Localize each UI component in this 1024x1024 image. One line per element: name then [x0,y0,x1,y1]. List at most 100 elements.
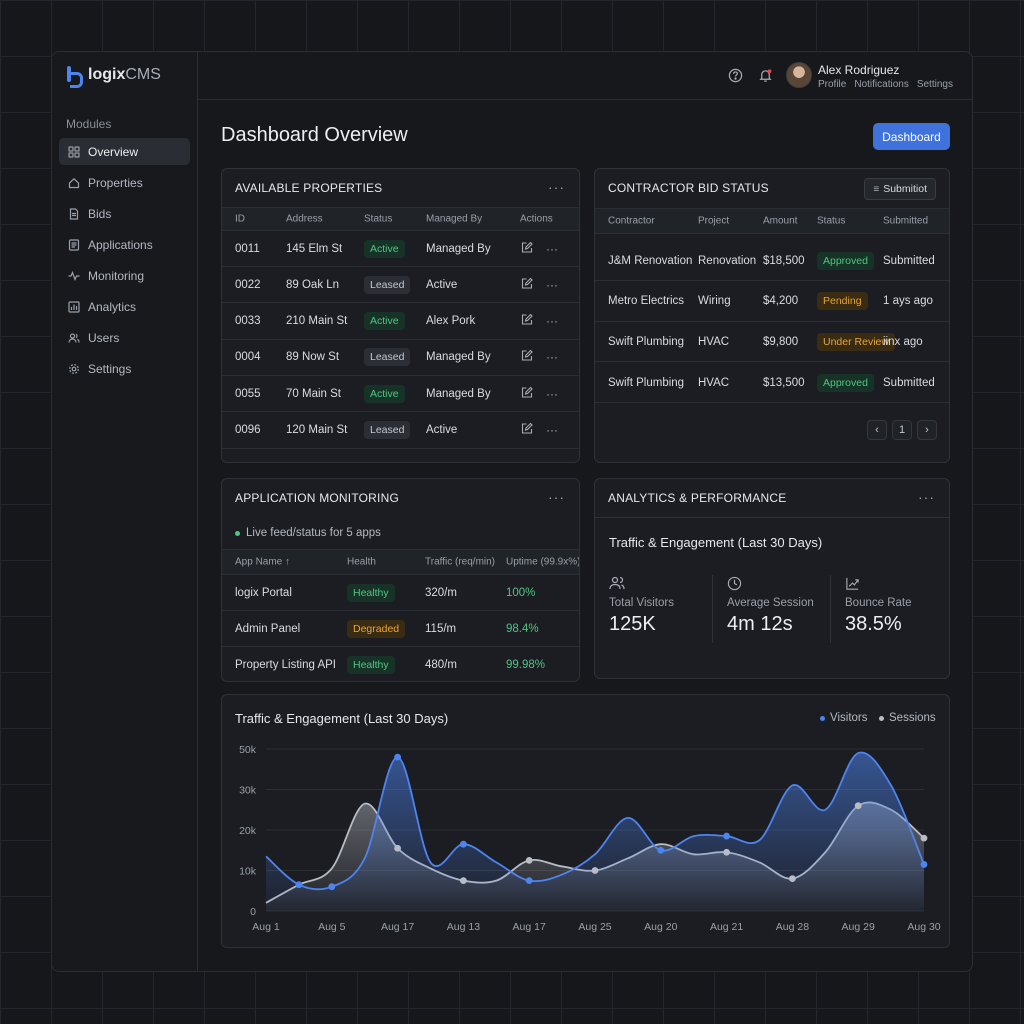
more-icon[interactable]: ··· [546,241,558,256]
legend-visitors[interactable]: Visitors [820,712,868,724]
visitors-point[interactable] [460,840,467,848]
cell-contractor: Swift Plumbing [608,335,685,348]
sidebar-item-settings[interactable]: Settings [59,355,190,382]
more-icon[interactable]: ··· [548,179,565,195]
sessions-point[interactable] [591,867,599,874]
table-row[interactable]: Admin Panel Degraded 115/m 98.4% [222,611,579,648]
sessions-point[interactable] [920,834,928,842]
sidebar-item-users[interactable]: Users [59,324,190,351]
app-logo[interactable]: logixCMS [66,66,161,88]
sidebar-item-bids[interactable]: Bids [59,200,190,227]
table-row[interactable]: 0033 210 Main St Active Alex Pork ··· [222,304,579,340]
pager-page-1[interactable]: 1 [892,420,912,440]
table-row[interactable]: Swift Plumbing HVAC $13,500 Approved Submitt… [595,363,949,404]
table-row[interactable]: 0055 70 Main St Active Managed By ··· [222,376,579,413]
cell-submitted: iinx ago [883,335,923,348]
edit-icon[interactable] [521,241,533,256]
status-badge: Pending [817,292,868,311]
cell-app-name: Admin Panel [235,622,301,635]
table-row[interactable]: 0096 120 Main St Leased Active ··· [222,413,579,449]
sidebar-item-analytics[interactable]: Analytics [59,293,190,320]
help-icon[interactable] [727,67,743,83]
table-row[interactable]: Property Listing API Healthy 480/m 99.98% [222,648,579,681]
more-icon[interactable]: ··· [546,423,558,437]
more-icon[interactable]: ··· [918,489,935,505]
more-icon[interactable]: ··· [546,386,558,401]
sessions-point[interactable] [525,856,533,864]
visitors-point[interactable] [723,832,730,840]
cell-project: HVAC [698,376,730,389]
visitors-point[interactable] [394,753,401,761]
cell-address: 89 Oak Ln [286,278,340,291]
status-badge: Under Review [817,332,895,351]
bell-icon[interactable] [757,67,773,83]
table-row[interactable]: 0004 89 Now St Leased Managed By ··· [222,340,579,376]
sidebar-item-overview[interactable]: Overview [59,138,190,165]
edit-icon[interactable] [521,350,533,365]
table-row[interactable]: Swift Plumbing HVAC $9,800 Under Review iinx… [595,322,949,363]
sessions-point[interactable] [723,848,730,856]
pager-next-button[interactable]: › [917,420,937,440]
card-title: AVAILABLE PROPERTIES [235,181,383,195]
table-row[interactable]: 0011 145 Elm St Active Managed By ··· [222,231,579,267]
legend-sessions[interactable]: Sessions [879,712,936,724]
sidebar-nav: Overview Properties Bids Applications Mo… [59,138,190,386]
edit-icon[interactable] [521,422,533,438]
edit-icon[interactable] [521,386,533,401]
pager-prev-button[interactable]: ‹ [867,420,887,440]
settings-link[interactable]: Settings [916,79,953,90]
sessions-point[interactable] [460,877,467,885]
edit-icon[interactable] [521,313,533,329]
cell-amount: $9,800 [763,335,799,348]
col-id: ID [235,213,245,225]
cell-id: 0022 [235,278,261,291]
table-header: ID Address Status Managed By Actions [222,207,579,231]
sidebar-item-label: Analytics [88,299,137,314]
users-icon [68,332,80,344]
sidebar-item-monitoring[interactable]: Monitoring [59,262,190,289]
sessions-point[interactable] [854,802,862,810]
y-tick-label: 0 [250,906,256,918]
list-icon [68,238,80,251]
sidebar-item-label: Bids [88,206,112,221]
more-icon[interactable]: ··· [546,350,558,365]
col-status: Status [817,215,846,227]
x-tick-label: Aug 25 [578,921,611,933]
visitors-point[interactable] [525,877,533,885]
more-icon[interactable]: ··· [548,489,565,505]
card-title: CONTRACTOR BID STATUS [608,181,769,195]
visitors-point[interactable] [657,846,665,854]
sidebar-item-properties[interactable]: Properties [59,169,190,196]
cell-amount: $4,200 [763,295,799,308]
table-row[interactable]: 0022 89 Oak Ln Leased Active ··· [222,267,579,304]
y-tick-label: 30k [239,785,257,797]
sessions-point[interactable] [789,875,796,882]
col-app-name[interactable]: App Name ↑ [235,556,291,568]
more-icon[interactable]: ··· [546,314,558,329]
cell-project: HVAC [698,335,730,348]
cell-contractor: J&M Renovation [608,254,693,267]
sidebar-item-applications[interactable]: Applications [59,231,190,258]
col-health: Health [347,556,376,568]
cell-address: 89 Now St [286,351,340,364]
edit-icon[interactable] [521,277,533,292]
cell-submitted: Submitted [883,254,935,267]
status-badge: Active [364,312,405,331]
table-row[interactable]: logix Portal Healthy 320/m 100% [222,575,579,611]
visitors-point[interactable] [295,881,303,889]
sessions-point[interactable] [394,844,401,852]
submit-button[interactable]: ≡ Submitiot [864,178,936,200]
visitors-point[interactable] [328,883,336,891]
cell-managed-by: Managed By [426,242,491,255]
dashboard-button[interactable]: Dashboard [873,123,950,150]
table-row[interactable]: Metro Electrics Wiring $4,200 Pending 1 ays … [595,282,949,322]
notifications-link[interactable]: Notifications [854,79,909,90]
cell-traffic: 320/m [425,586,457,599]
more-icon[interactable]: ··· [546,277,558,292]
table-row[interactable]: J&M Renovation Renovation $18,500 Approved S… [595,241,949,281]
visitors-point[interactable] [920,861,928,868]
profile-link[interactable]: Profile [818,79,847,90]
avatar[interactable] [786,62,812,88]
sidebar: logixCMS Modules Overview Properties Bid… [52,52,198,971]
cell-uptime: 99.98% [506,659,546,672]
